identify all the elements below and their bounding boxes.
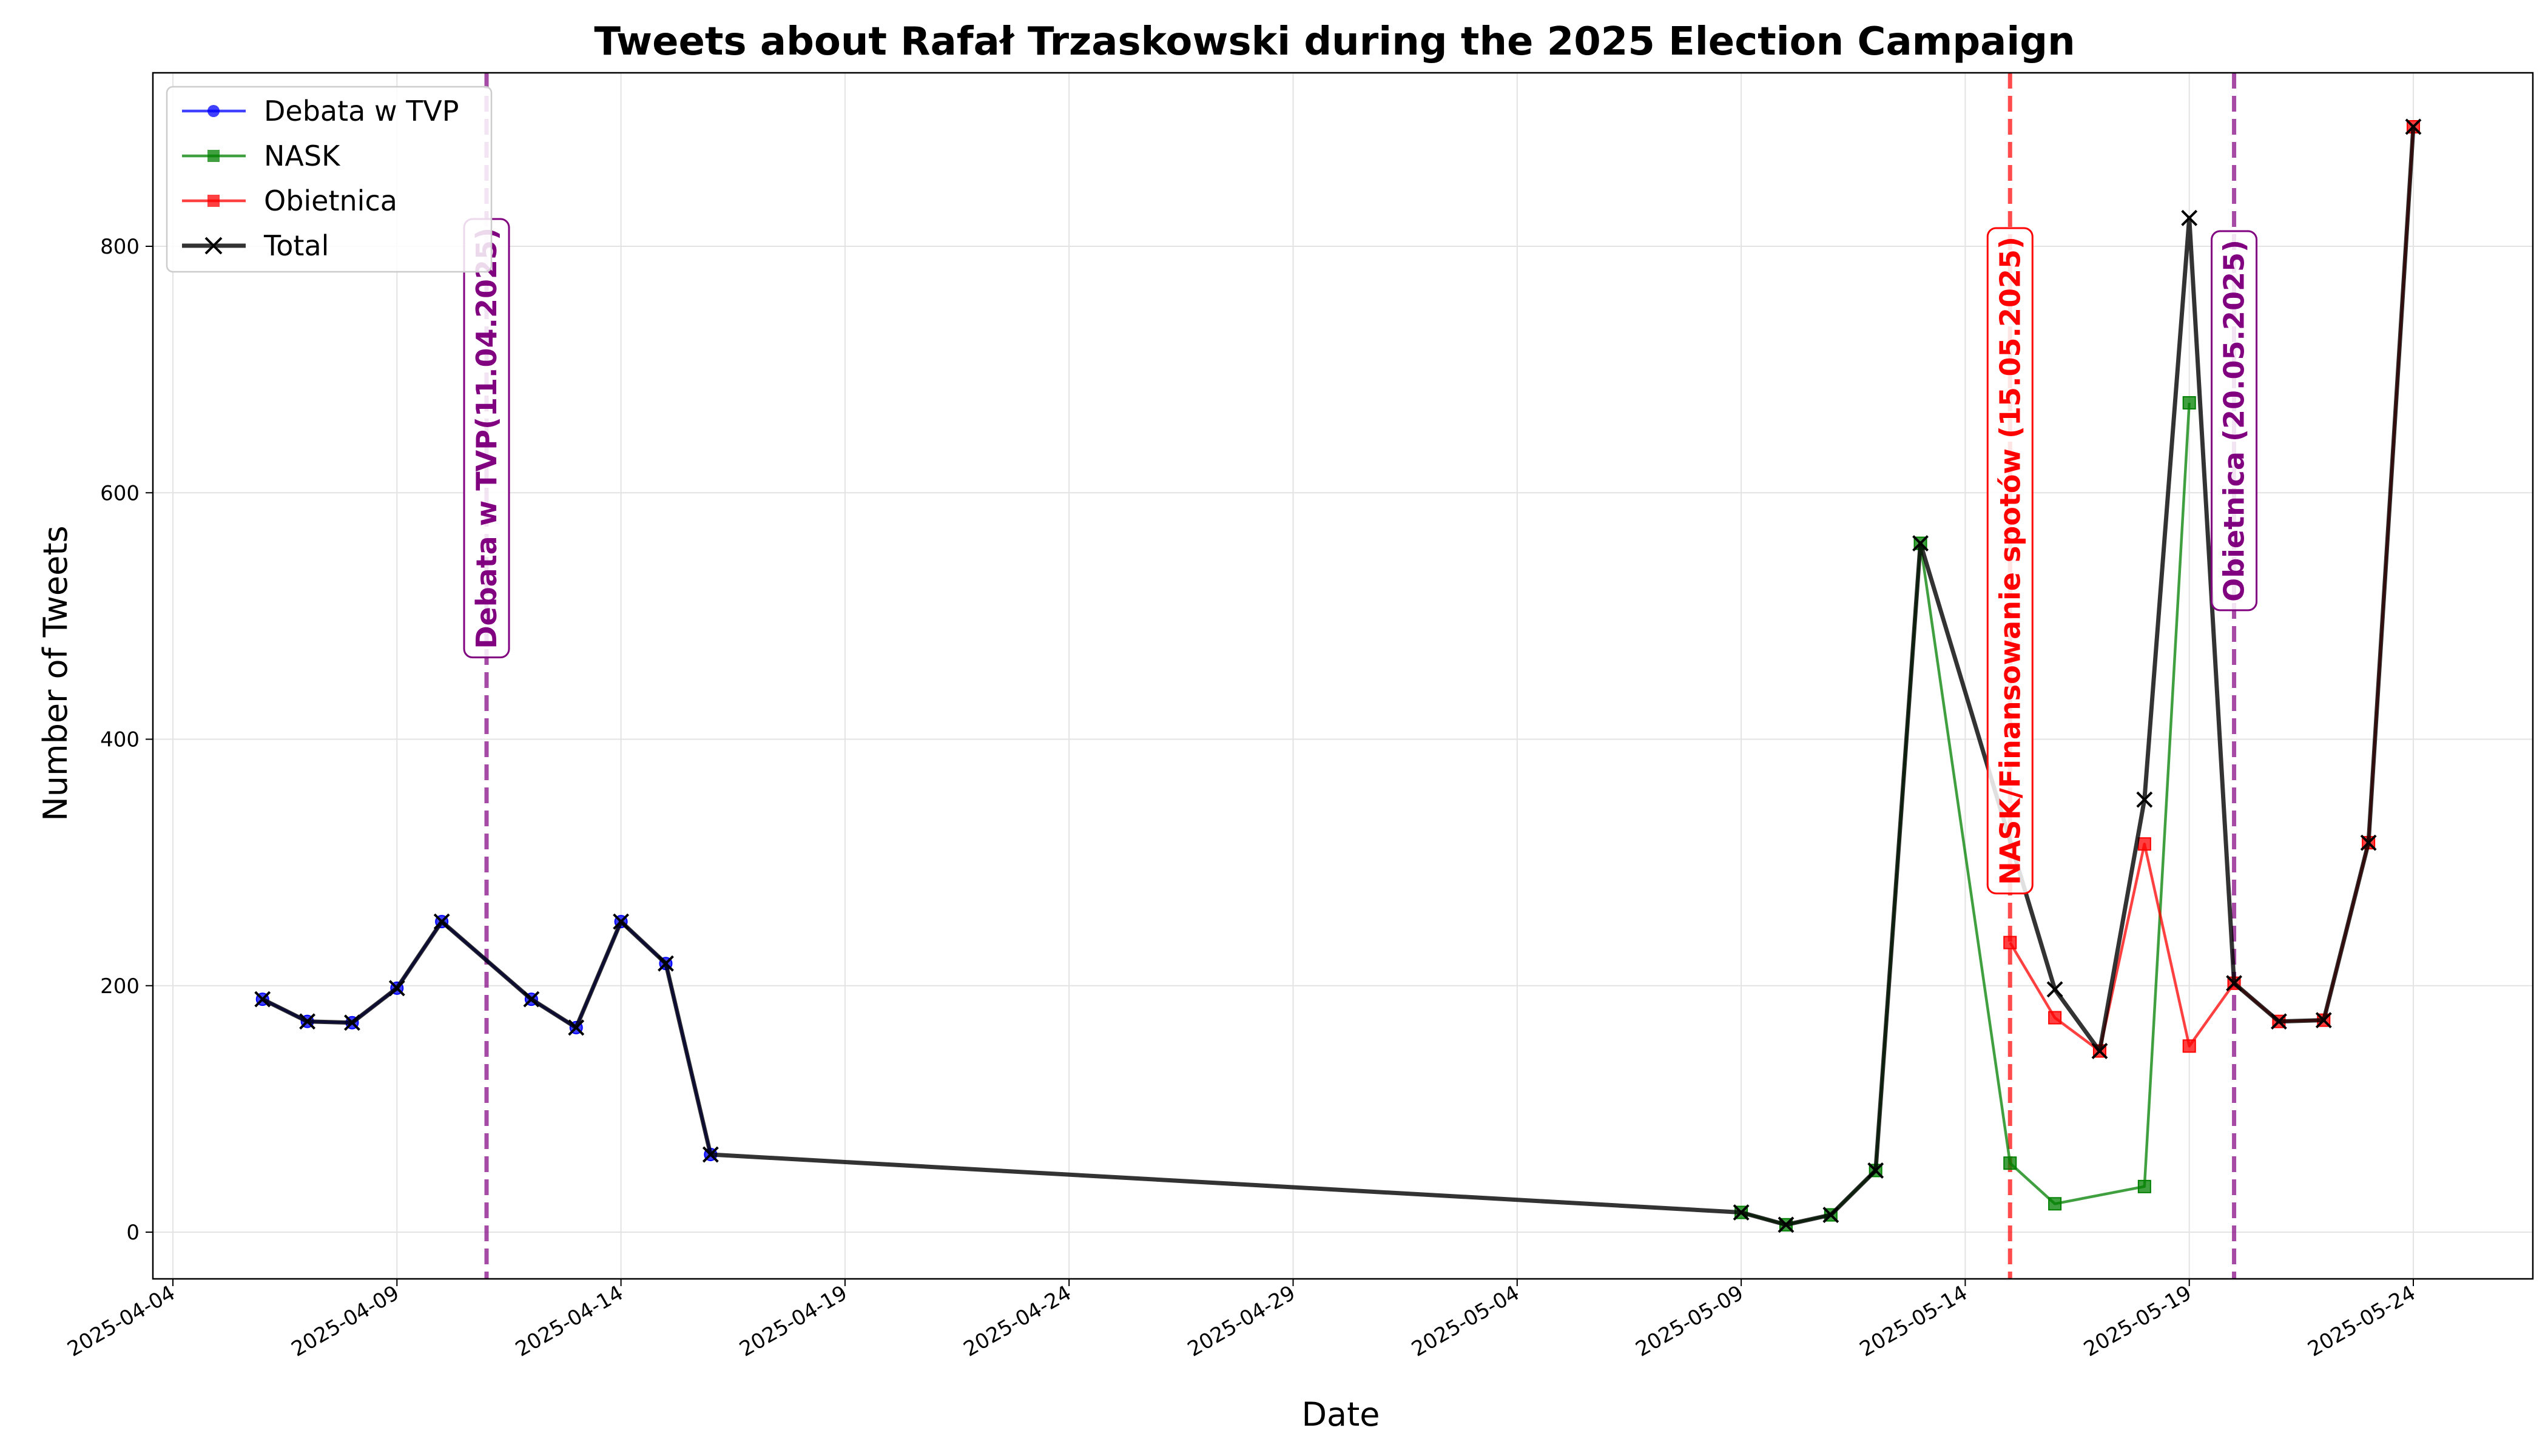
data-point (388, 980, 405, 997)
data-point (2226, 975, 2242, 992)
data-point (702, 1146, 719, 1163)
data-point (2048, 1197, 2062, 1211)
data-point (1733, 1204, 1750, 1221)
data-point (613, 913, 630, 930)
data-point (433, 913, 450, 930)
data-point (658, 955, 674, 972)
legend-entry: Debata w TVP (182, 95, 459, 127)
x-axis-title: Date (1301, 1395, 1380, 1434)
event-label-text: Obietnica (20.05.2025) (2218, 240, 2251, 602)
data-point (1778, 1216, 1795, 1233)
y-tick-label: 200 (100, 974, 140, 999)
data-point (2405, 118, 2422, 135)
data-point (2136, 791, 2153, 808)
y-axis-title: Number of Tweets (36, 525, 75, 821)
data-point (2003, 935, 2017, 949)
data-point (2181, 209, 2198, 226)
data-point (2091, 1042, 2108, 1059)
legend-label: NASK (264, 140, 341, 172)
legend-label: Debata w TVP (264, 95, 459, 127)
event-label-box (2211, 230, 2258, 612)
y-tick-label: 0 (126, 1221, 140, 1245)
grid (153, 73, 2533, 1279)
data-point (1867, 1162, 1884, 1179)
total-series (254, 118, 2422, 1233)
legend-swatch-marker (204, 237, 223, 255)
data-point (254, 991, 271, 1008)
event-label: Debata w TVP(11.04.2025) (463, 218, 510, 659)
legend-entry: Obietnica (182, 184, 397, 217)
chart-title: Tweets about Rafał Trzaskowski during th… (594, 19, 2075, 64)
legend-swatch-marker (207, 195, 220, 207)
plot-frame (152, 72, 2534, 1280)
event-label-box (1986, 227, 2034, 895)
data-point (2182, 396, 2196, 410)
data-point (2046, 981, 2063, 998)
axes (146, 72, 2534, 1286)
y-tick-label: 400 (100, 728, 140, 752)
legend: Debata w TVP NASK Obietnica Total (166, 86, 493, 273)
event-labels: Debata w TVP(11.04.2025) NASK/Finansowani… (463, 218, 2258, 895)
series-lines (254, 118, 2422, 1233)
data-point (2360, 834, 2377, 851)
data-point (2137, 837, 2151, 851)
legend-label: Obietnica (264, 184, 397, 217)
legend-swatch-marker (207, 150, 220, 162)
y-tick-label: 600 (100, 481, 140, 505)
y-tick-label: 800 (100, 235, 140, 259)
event-label-text: Debata w TVP(11.04.2025) (470, 228, 503, 649)
data-point (568, 1019, 585, 1036)
legend-label: Total (263, 229, 329, 262)
legend-box (166, 86, 493, 273)
data-point (2315, 1012, 2332, 1029)
data-point (523, 991, 540, 1008)
data-point (2137, 1179, 2151, 1193)
data-point (2048, 1011, 2062, 1025)
data-point (299, 1013, 315, 1030)
data-point (2182, 1039, 2196, 1053)
event-label: NASK/Finansowanie spotów (15.05.2025) (1986, 227, 2034, 895)
event-label-text: NASK/Finansowanie spotów (15.05.2025) (1994, 237, 2026, 885)
data-point (2003, 1156, 2017, 1170)
legend-entry: NASK (182, 140, 341, 172)
event-label: Obietnica (20.05.2025) (2211, 230, 2258, 612)
data-point (344, 1014, 360, 1031)
data-point (1822, 1207, 1839, 1223)
data-point (2271, 1013, 2287, 1030)
data-point (1912, 535, 1929, 551)
legend-entry: Total (182, 229, 329, 262)
legend-swatch-marker (207, 105, 220, 117)
